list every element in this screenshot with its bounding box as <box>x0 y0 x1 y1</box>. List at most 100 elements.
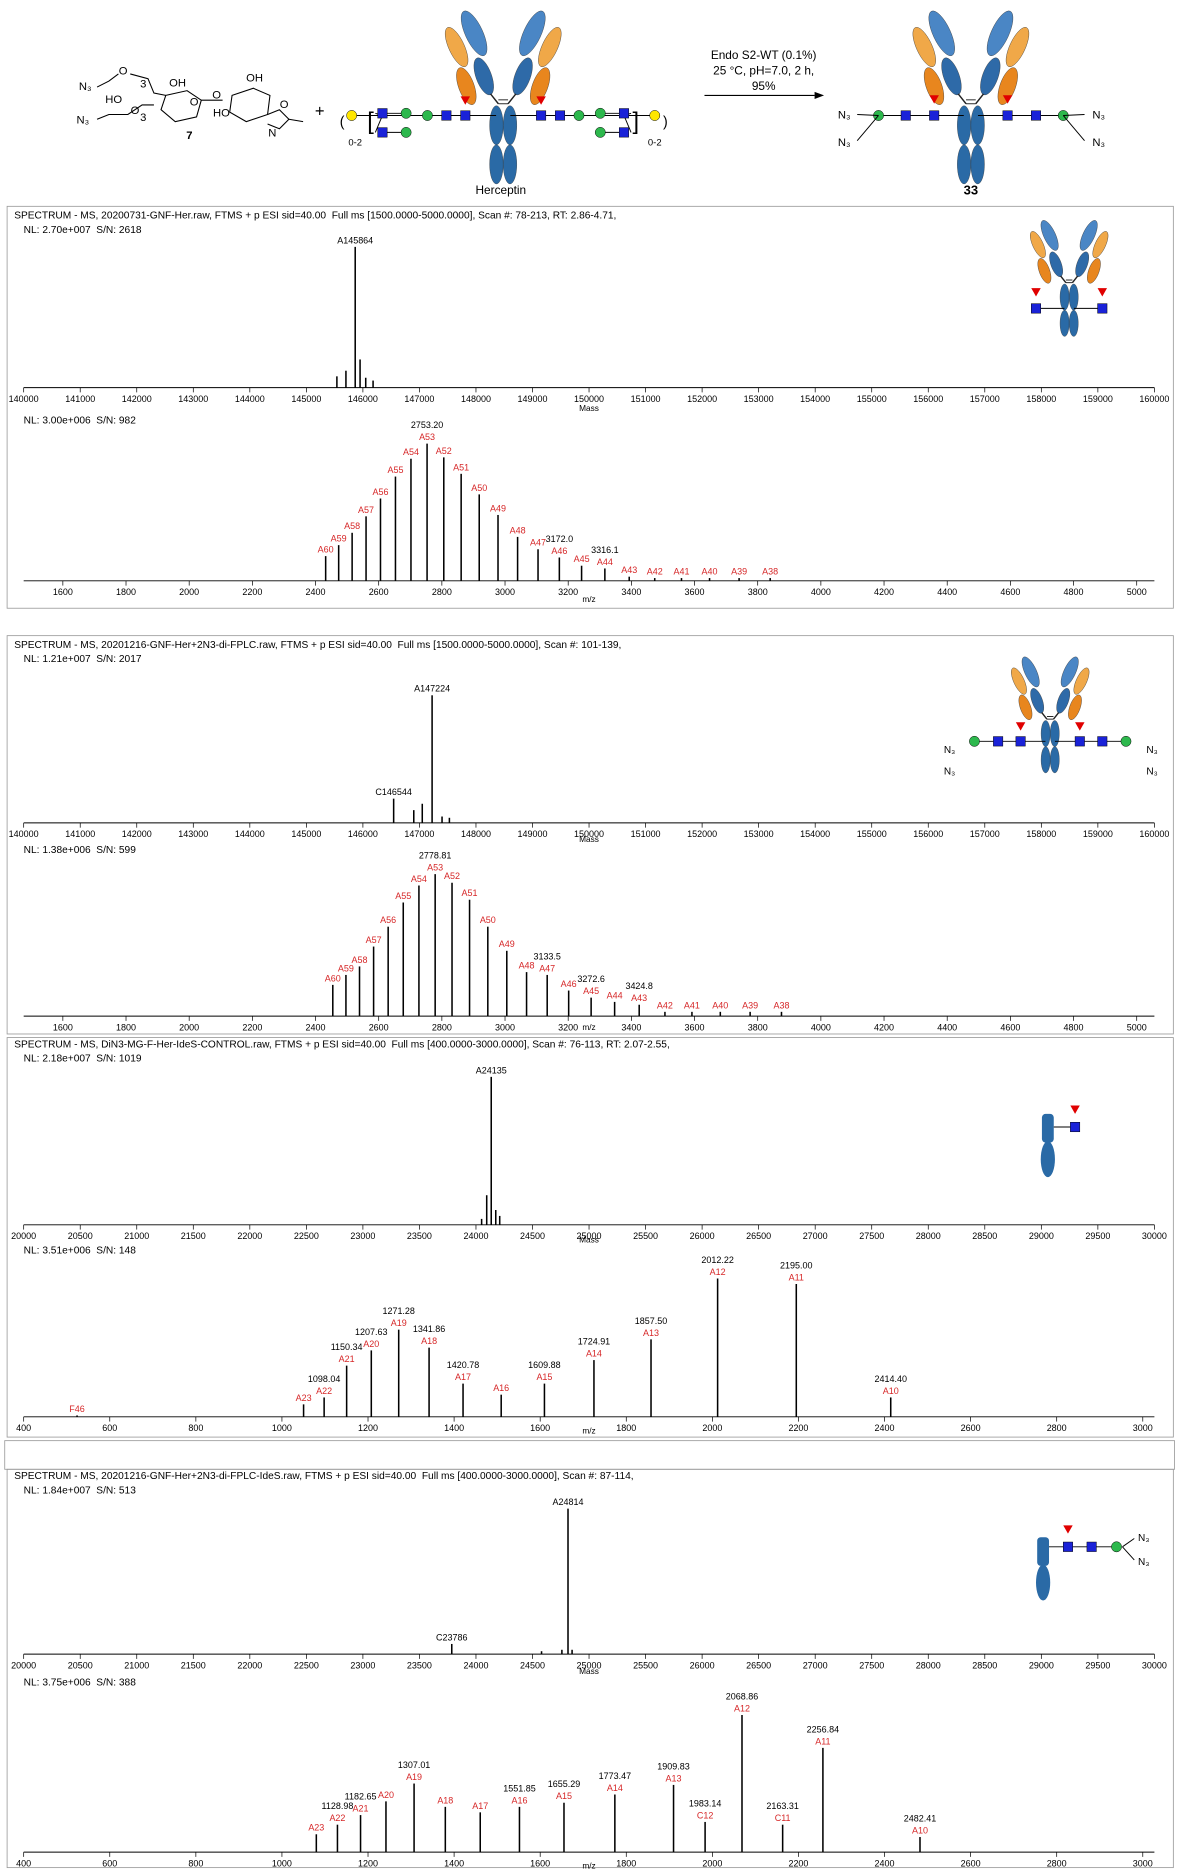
hinge <box>975 93 985 105</box>
glcnac-square <box>1097 303 1108 314</box>
x-tick-label: 27500 <box>859 1660 884 1670</box>
fc-domain <box>957 105 972 146</box>
peak-label: A20 <box>378 1790 394 1800</box>
x-tick-label: 4200 <box>874 587 894 597</box>
x-tick-label: 149000 <box>518 829 548 839</box>
x-tick-label: 800 <box>188 1858 203 1868</box>
peak-label: C146544 <box>375 787 411 797</box>
sugar-circle <box>400 107 412 119</box>
peak-label: A16 <box>493 1383 509 1393</box>
x-tick-label: 4000 <box>811 587 831 597</box>
peak-label: A38 <box>762 566 778 576</box>
peak-label: A12 <box>734 1703 750 1713</box>
x-tick-label: 146000 <box>348 829 378 839</box>
x-tick-label: 23000 <box>350 1660 375 1670</box>
x-tick-label: 1200 <box>358 1858 378 1868</box>
spectrum-header: SPECTRUM - MS, 20201216-GNF-Her+2N3-di-F… <box>14 640 621 651</box>
antibody-domain <box>1087 258 1101 284</box>
azide-label: N₃ <box>838 110 851 122</box>
spectrum-header: NL: 3.51e+006 S/N: 148 <box>24 1246 137 1257</box>
x-tick-label: 154000 <box>800 829 830 839</box>
panel-frame <box>6 1037 1174 1438</box>
antibody-domain <box>1060 656 1079 688</box>
sugar-circle <box>649 110 661 121</box>
peak-label: A53 <box>427 863 443 873</box>
x-tick-label: 23500 <box>407 1660 432 1670</box>
atom-label: O <box>280 99 289 111</box>
hinge <box>1060 275 1067 284</box>
plus-sign: + <box>315 101 325 120</box>
peak-mz-label: 3272.6 <box>577 974 604 984</box>
fc-domain <box>1037 1537 1050 1566</box>
atom-label: HO <box>105 94 122 106</box>
x-tick-label: 160000 <box>1139 394 1169 404</box>
x-axis-label: m/z <box>582 1425 595 1435</box>
peak-mz-label: 1857.50 <box>635 1316 667 1326</box>
x-tick-label: 2200 <box>788 1858 808 1868</box>
x-tick-label: 25000 <box>577 1660 602 1670</box>
peak-label: A56 <box>380 915 396 925</box>
antibody-domain <box>519 10 546 56</box>
hinge <box>1041 712 1048 720</box>
compound-number: 7 <box>186 130 192 142</box>
x-tick-label: 158000 <box>1026 394 1056 404</box>
glcnac-square <box>900 110 911 121</box>
peak-mz-label: 1341.86 <box>413 1324 445 1334</box>
peak-label: A23 <box>296 1393 312 1403</box>
hinge <box>507 93 517 105</box>
peak-label: A22 <box>329 1813 345 1823</box>
glcnac-square <box>1070 1121 1081 1133</box>
x-tick-label: 2000 <box>702 1423 722 1433</box>
peak-mz-label: 3316.1 <box>591 545 618 555</box>
antibody-domain <box>1005 27 1030 67</box>
glcnac-square <box>1031 303 1041 314</box>
fc-domain <box>1040 720 1051 747</box>
x-axis-label: m/z <box>582 1022 595 1032</box>
peak-mz-label: 1551.85 <box>503 1783 535 1793</box>
glcnac-square <box>460 110 471 121</box>
x-tick-label: 2800 <box>432 587 452 597</box>
peak-label: A55 <box>387 465 403 475</box>
peak-label: A50 <box>471 483 487 493</box>
peak-label: A24135 <box>476 1065 507 1075</box>
peak-mz-label: 2012.22 <box>701 1255 733 1265</box>
antibody-domain <box>1073 667 1090 695</box>
antibody-domain <box>1018 694 1033 720</box>
glcnac-square <box>1062 1541 1073 1552</box>
x-tick-label: 151000 <box>631 829 661 839</box>
atom-label: N₃ <box>77 114 90 126</box>
x-tick-label: 157000 <box>970 394 1000 404</box>
peak-label: A59 <box>331 534 347 544</box>
fucose-triangle <box>1015 722 1026 731</box>
fucose-triangle <box>1063 1525 1073 1534</box>
x-tick-label: 153000 <box>744 829 774 839</box>
spectrum-header: NL: 3.75e+006 S/N: 388 <box>24 1677 137 1688</box>
x-tick-label: 2400 <box>306 587 326 597</box>
x-tick-label: 149000 <box>518 394 548 404</box>
sugar-circle <box>969 735 980 747</box>
peak-label: A44 <box>597 557 613 567</box>
panel-frame <box>6 205 1174 609</box>
fc-domain <box>1068 310 1079 337</box>
peak-label: A49 <box>490 503 506 513</box>
azide-label: N₃ <box>1146 766 1157 777</box>
peak-label: A41 <box>673 566 689 576</box>
panel-frame <box>6 1468 1174 1869</box>
hinge <box>1052 712 1060 720</box>
peak-label: A22 <box>316 1386 332 1396</box>
x-tick-label: 156000 <box>913 394 943 404</box>
peak-label: F46 <box>69 1404 84 1414</box>
fc-domain <box>1068 283 1079 311</box>
x-tick-label: 146000 <box>348 394 378 404</box>
x-tick-label: 25500 <box>633 1660 658 1670</box>
peak-label: A21 <box>353 1803 369 1813</box>
peak-mz-label: 2195.00 <box>780 1260 812 1270</box>
peak-mz-label: 2482.41 <box>904 1814 936 1824</box>
atom-label: N <box>268 128 276 140</box>
x-tick-label: 2000 <box>179 1022 199 1032</box>
peak-mz-label: 2068.86 <box>726 1691 758 1701</box>
fc-domain <box>1059 283 1070 311</box>
x-tick-label: 1800 <box>616 1858 636 1868</box>
antibody-domain <box>986 10 1014 56</box>
peak-mz-label: 1609.88 <box>528 1360 560 1370</box>
